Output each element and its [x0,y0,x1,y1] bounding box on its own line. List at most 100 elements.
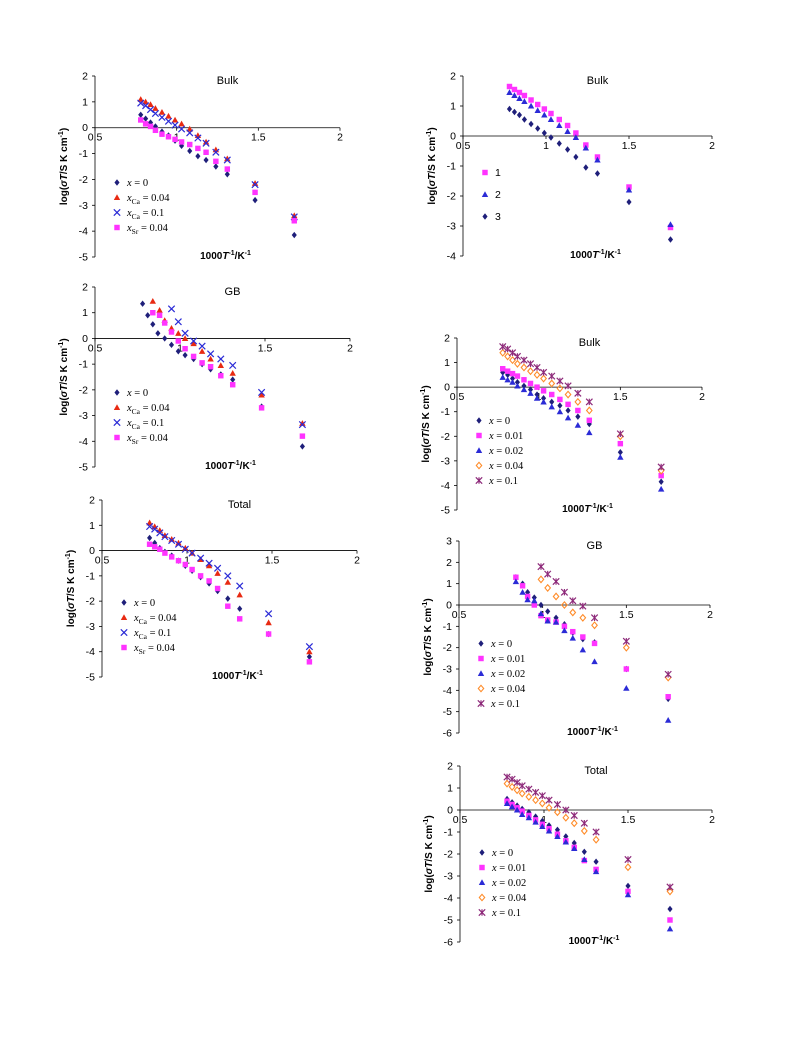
chart-title: Bulk [579,337,601,349]
data-point [541,111,548,118]
data-point [181,335,189,341]
data-point [573,153,579,161]
data-point [534,101,541,108]
data-series [150,309,306,439]
legend-marker [482,213,488,220]
data-point [514,379,520,386]
data-point [579,646,587,653]
x-axis-label: 1000T-1​/K-1​ [212,670,263,682]
data-series [500,369,664,485]
data-point [225,595,231,602]
data-point [562,838,570,845]
legend-label: x = 0.1 [490,699,520,710]
legend-marker [121,644,127,651]
y-tick-label: 1 [447,783,453,795]
data-point [224,166,231,172]
data-point [161,533,169,541]
data-point [526,809,532,816]
data-point [291,212,298,219]
data-point [513,806,521,813]
y-tick-label: -1 [86,570,95,582]
data-point [666,883,674,891]
data-point [667,236,674,243]
data-point [552,618,560,625]
data-point [533,813,539,820]
x-axis-label: 1000T-1​/K-1​ [567,726,618,738]
data-point [306,653,312,660]
data-point [525,785,533,793]
data-point [258,405,265,411]
y-tick-label: -5 [441,505,450,517]
data-point [195,145,201,152]
data-point [667,224,674,231]
data-point [145,312,151,319]
data-point [513,786,521,795]
data-point [213,564,222,572]
data-point [509,379,516,385]
legend-marker [479,849,485,856]
x-tick-label: 1 [177,342,183,354]
y-tick-label: -4 [443,685,452,697]
data-point [198,342,206,350]
data-series [137,99,298,221]
y-tick-label: -3 [444,871,453,883]
data-series [138,117,297,224]
data-point [525,792,533,801]
legend-marker [120,628,128,637]
data-point [527,367,534,376]
data-point [503,800,511,806]
data-point [540,388,547,394]
data-point [236,616,243,622]
y-axis-label: log(σT/S K cm-1​) [58,338,70,415]
data-point [557,396,563,403]
y-tick-label: 0 [446,600,452,612]
data-series [503,773,674,891]
x-tick-label: 1 [543,140,549,152]
data-point [205,562,213,569]
data-point [513,352,522,361]
data-point [149,297,156,304]
y-tick-label: 1 [89,520,95,532]
data-point [156,312,163,319]
data-point [174,318,182,326]
data-point [667,917,673,923]
legend-label: x = 0.01 [491,863,526,874]
data-point [161,320,168,326]
y-tick-label: -1 [443,621,452,633]
x-tick-label: 1.5 [619,609,634,621]
chart-panel: 2 1 0 -1 -2 -3 -4 -5 0.5 1 1.5 2 GB log(σT/S K cm-1​)… [58,282,353,474]
data-point [594,170,601,177]
data-point [509,370,516,377]
data-point [151,525,159,533]
y-tick-label: -3 [79,410,88,422]
data-point [556,140,562,147]
data-point [519,583,526,589]
data-point [554,833,561,839]
data-point [178,139,185,145]
data-point [156,529,164,537]
data-point [229,381,236,388]
data-point [591,621,598,630]
data-point [190,353,197,360]
data-point [206,350,215,358]
data-point [213,158,219,165]
data-point [624,891,632,898]
legend-marker [477,699,485,708]
data-point [570,628,576,635]
data-point [591,640,598,647]
data-point [548,372,556,380]
x-tick-label: 2 [709,140,715,152]
data-point [165,134,172,140]
legend-label: 1 [495,167,501,179]
legend-label: x = 0 [133,598,155,609]
y-tick-label: -5 [444,915,453,927]
legend-marker [113,194,121,201]
data-point [516,111,522,119]
data-point [168,554,175,560]
y-tick-label: 2 [82,282,88,294]
data-point [511,92,518,99]
data-point [147,101,154,108]
data-point [560,600,568,610]
